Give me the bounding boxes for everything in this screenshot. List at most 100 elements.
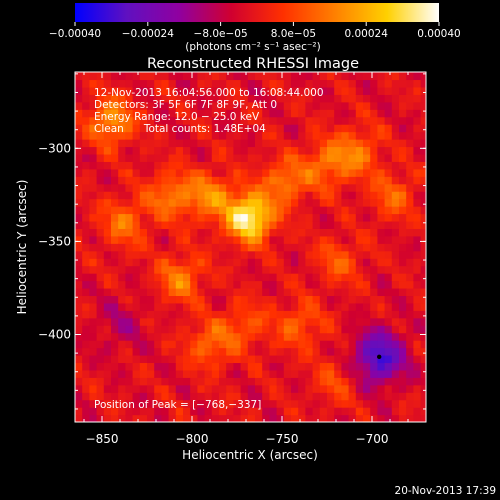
heatmap-cell bbox=[132, 228, 141, 237]
heatmap-cell bbox=[219, 369, 227, 378]
heatmap-cell bbox=[211, 101, 220, 110]
heatmap-cell bbox=[276, 250, 285, 259]
heatmap-cell bbox=[197, 94, 206, 103]
heatmap-cell bbox=[341, 332, 350, 341]
heatmap-cell bbox=[103, 243, 112, 252]
heatmap-cell bbox=[75, 325, 83, 334]
heatmap-cell bbox=[291, 317, 299, 326]
heatmap-cell bbox=[226, 109, 234, 118]
heatmap-cell bbox=[103, 116, 112, 125]
heatmap-cell bbox=[305, 228, 314, 237]
heatmap-cell bbox=[226, 161, 234, 170]
heatmap-cell bbox=[233, 86, 242, 95]
heatmap-cell bbox=[147, 399, 155, 408]
heatmap-cell bbox=[283, 198, 292, 207]
heatmap-cell bbox=[319, 287, 328, 297]
heatmap-cell bbox=[161, 191, 170, 200]
heatmap-cell bbox=[197, 168, 206, 177]
heatmap-cell bbox=[204, 280, 213, 289]
heatmap-cell bbox=[384, 317, 393, 326]
heatmap-cell bbox=[75, 369, 83, 378]
heatmap-cell bbox=[103, 250, 112, 259]
heatmap-cell bbox=[82, 392, 90, 401]
heatmap-cell bbox=[312, 243, 321, 252]
heatmap-cell bbox=[183, 258, 191, 267]
heatmap-cell bbox=[327, 250, 335, 259]
heatmap-cell bbox=[355, 86, 364, 95]
heatmap-cell bbox=[233, 131, 242, 140]
heatmap-cell bbox=[118, 235, 126, 244]
heatmap-cell bbox=[413, 101, 422, 110]
heatmap-cell bbox=[118, 354, 126, 364]
heatmap-cell bbox=[327, 116, 335, 125]
heatmap-cell bbox=[334, 392, 342, 401]
heatmap-cell bbox=[139, 206, 148, 215]
heatmap-cell bbox=[370, 265, 378, 274]
heatmap-cell bbox=[204, 116, 213, 125]
heatmap-cell bbox=[183, 139, 191, 148]
heatmap-cell bbox=[255, 377, 263, 386]
heatmap-cell bbox=[327, 369, 335, 378]
heatmap-cell bbox=[111, 317, 119, 326]
heatmap-cell bbox=[219, 414, 227, 422]
heatmap-cell bbox=[183, 310, 191, 319]
heatmap-cell bbox=[341, 124, 350, 133]
heatmap-cell bbox=[233, 153, 242, 162]
heatmap-cell bbox=[283, 273, 292, 282]
heatmap-cell bbox=[399, 79, 407, 88]
heatmap-cell bbox=[247, 228, 256, 237]
heatmap-cell bbox=[413, 191, 422, 200]
heatmap-cell bbox=[312, 206, 321, 215]
heatmap-cell bbox=[312, 131, 321, 140]
heatmap-cell bbox=[204, 124, 213, 133]
heatmap-cell bbox=[233, 146, 242, 155]
heatmap-cell bbox=[348, 168, 357, 177]
heatmap-cell bbox=[219, 362, 227, 371]
heatmap-cell bbox=[197, 258, 206, 267]
heatmap-cell bbox=[291, 101, 299, 110]
heatmap-cell bbox=[399, 273, 407, 282]
heatmap-cell bbox=[168, 206, 177, 215]
heatmap-cell bbox=[291, 94, 299, 103]
heatmap-cell bbox=[82, 332, 90, 341]
heatmap-cell bbox=[413, 153, 422, 162]
heatmap-cell bbox=[132, 325, 141, 334]
heatmap-cell bbox=[348, 72, 357, 81]
heatmap-cell bbox=[247, 287, 256, 297]
heatmap-cell bbox=[391, 280, 400, 289]
heatmap-cell bbox=[125, 72, 134, 81]
heatmap-cell bbox=[89, 377, 98, 386]
heatmap-cell bbox=[384, 362, 393, 371]
heatmap-cell bbox=[75, 94, 83, 103]
heatmap-cell bbox=[298, 86, 306, 95]
heatmap-cell bbox=[399, 183, 407, 192]
heatmap-cell bbox=[96, 362, 105, 371]
heatmap-cell bbox=[190, 317, 198, 326]
heatmap-cell bbox=[391, 139, 400, 148]
heatmap-cell bbox=[276, 302, 285, 311]
heatmap-cell bbox=[75, 310, 83, 319]
heatmap-cell bbox=[255, 384, 263, 393]
heatmap-cell bbox=[132, 384, 141, 393]
heatmap-cell bbox=[211, 198, 220, 207]
heatmap-cell bbox=[226, 116, 234, 125]
heatmap-cell bbox=[132, 340, 141, 349]
heatmap-cell bbox=[219, 191, 227, 200]
heatmap-cell bbox=[161, 392, 170, 401]
heatmap-cell bbox=[111, 235, 119, 244]
heatmap-cell bbox=[377, 146, 386, 155]
heatmap-cell bbox=[391, 332, 400, 341]
heatmap-cell bbox=[82, 72, 90, 81]
heatmap-cell bbox=[283, 86, 292, 95]
heatmap-cell bbox=[298, 101, 306, 110]
heatmap-cell bbox=[391, 392, 400, 401]
heatmap-cell bbox=[190, 146, 198, 155]
heatmap-cell bbox=[82, 139, 90, 148]
heatmap-cell bbox=[233, 280, 242, 289]
heatmap-cell bbox=[240, 131, 249, 140]
heatmap-cell bbox=[204, 317, 213, 326]
heatmap-cell bbox=[175, 325, 184, 334]
heatmap-cell bbox=[291, 176, 299, 185]
heatmap-cell bbox=[190, 161, 198, 170]
heatmap-cell bbox=[384, 407, 393, 416]
